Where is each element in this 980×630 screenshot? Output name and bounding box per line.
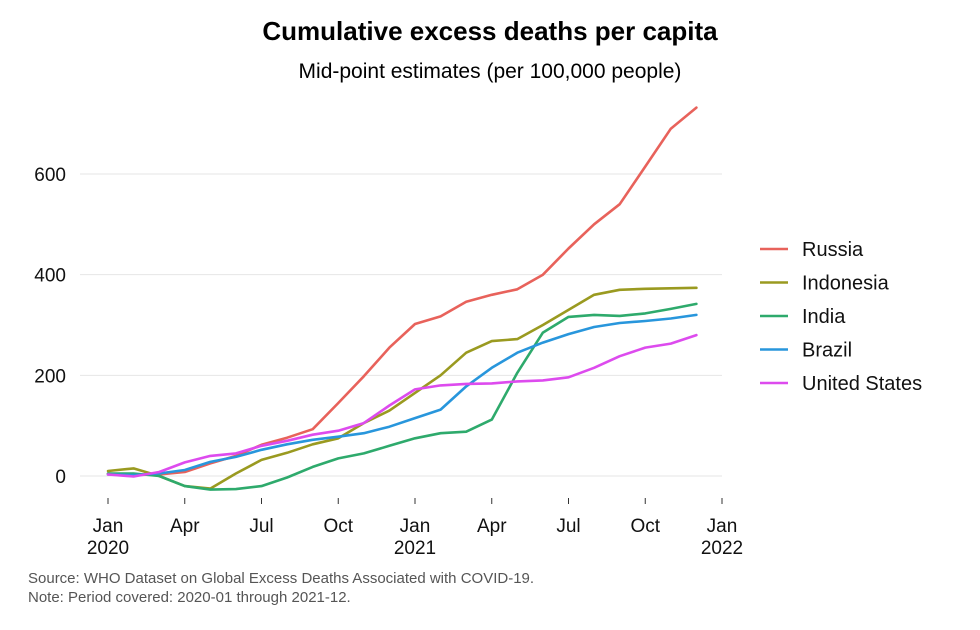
caption-source: Source: WHO Dataset on Global Excess Dea… — [28, 570, 535, 587]
x-tick-label: Jul — [249, 516, 273, 537]
x-tick-year-label: 2021 — [394, 538, 436, 559]
chart-subtitle: Mid-point estimates (per 100,000 people) — [298, 60, 682, 83]
x-tick-label: Oct — [630, 516, 660, 537]
x-tick-label: Oct — [323, 516, 353, 537]
legend-label: Russia — [802, 239, 864, 261]
y-tick-label: 200 — [34, 366, 66, 387]
y-tick-label: 0 — [55, 467, 66, 488]
x-tick-label: Jan — [93, 516, 124, 537]
series-line-brazil — [106, 313, 698, 477]
chart-caption: Source: WHO Dataset on Global Excess Dea… — [28, 569, 534, 607]
y-tick-label: 400 — [34, 266, 66, 287]
series-line-russia — [106, 106, 698, 477]
x-tick-label: Apr — [170, 516, 200, 537]
legend-label: India — [802, 306, 846, 328]
x-tick-label: Jan — [707, 516, 738, 537]
x-tick-label: Jan — [400, 516, 431, 537]
x-tick-label: Apr — [477, 516, 507, 537]
series-line-india — [106, 302, 698, 491]
x-tick-label: Jul — [556, 516, 580, 537]
caption-note: Note: Period covered: 2020-01 through 20… — [28, 589, 351, 606]
legend-label: Brazil — [802, 340, 852, 362]
x-tick-year-label: 2020 — [87, 538, 129, 559]
legend-label: Indonesia — [802, 273, 890, 295]
y-tick-label: 600 — [34, 165, 66, 186]
series-line-united-states — [106, 333, 698, 478]
chart-title: Cumulative excess deaths per capita — [262, 16, 718, 46]
x-tick-year-label: 2022 — [701, 538, 743, 559]
legend-label: United States — [802, 373, 922, 395]
